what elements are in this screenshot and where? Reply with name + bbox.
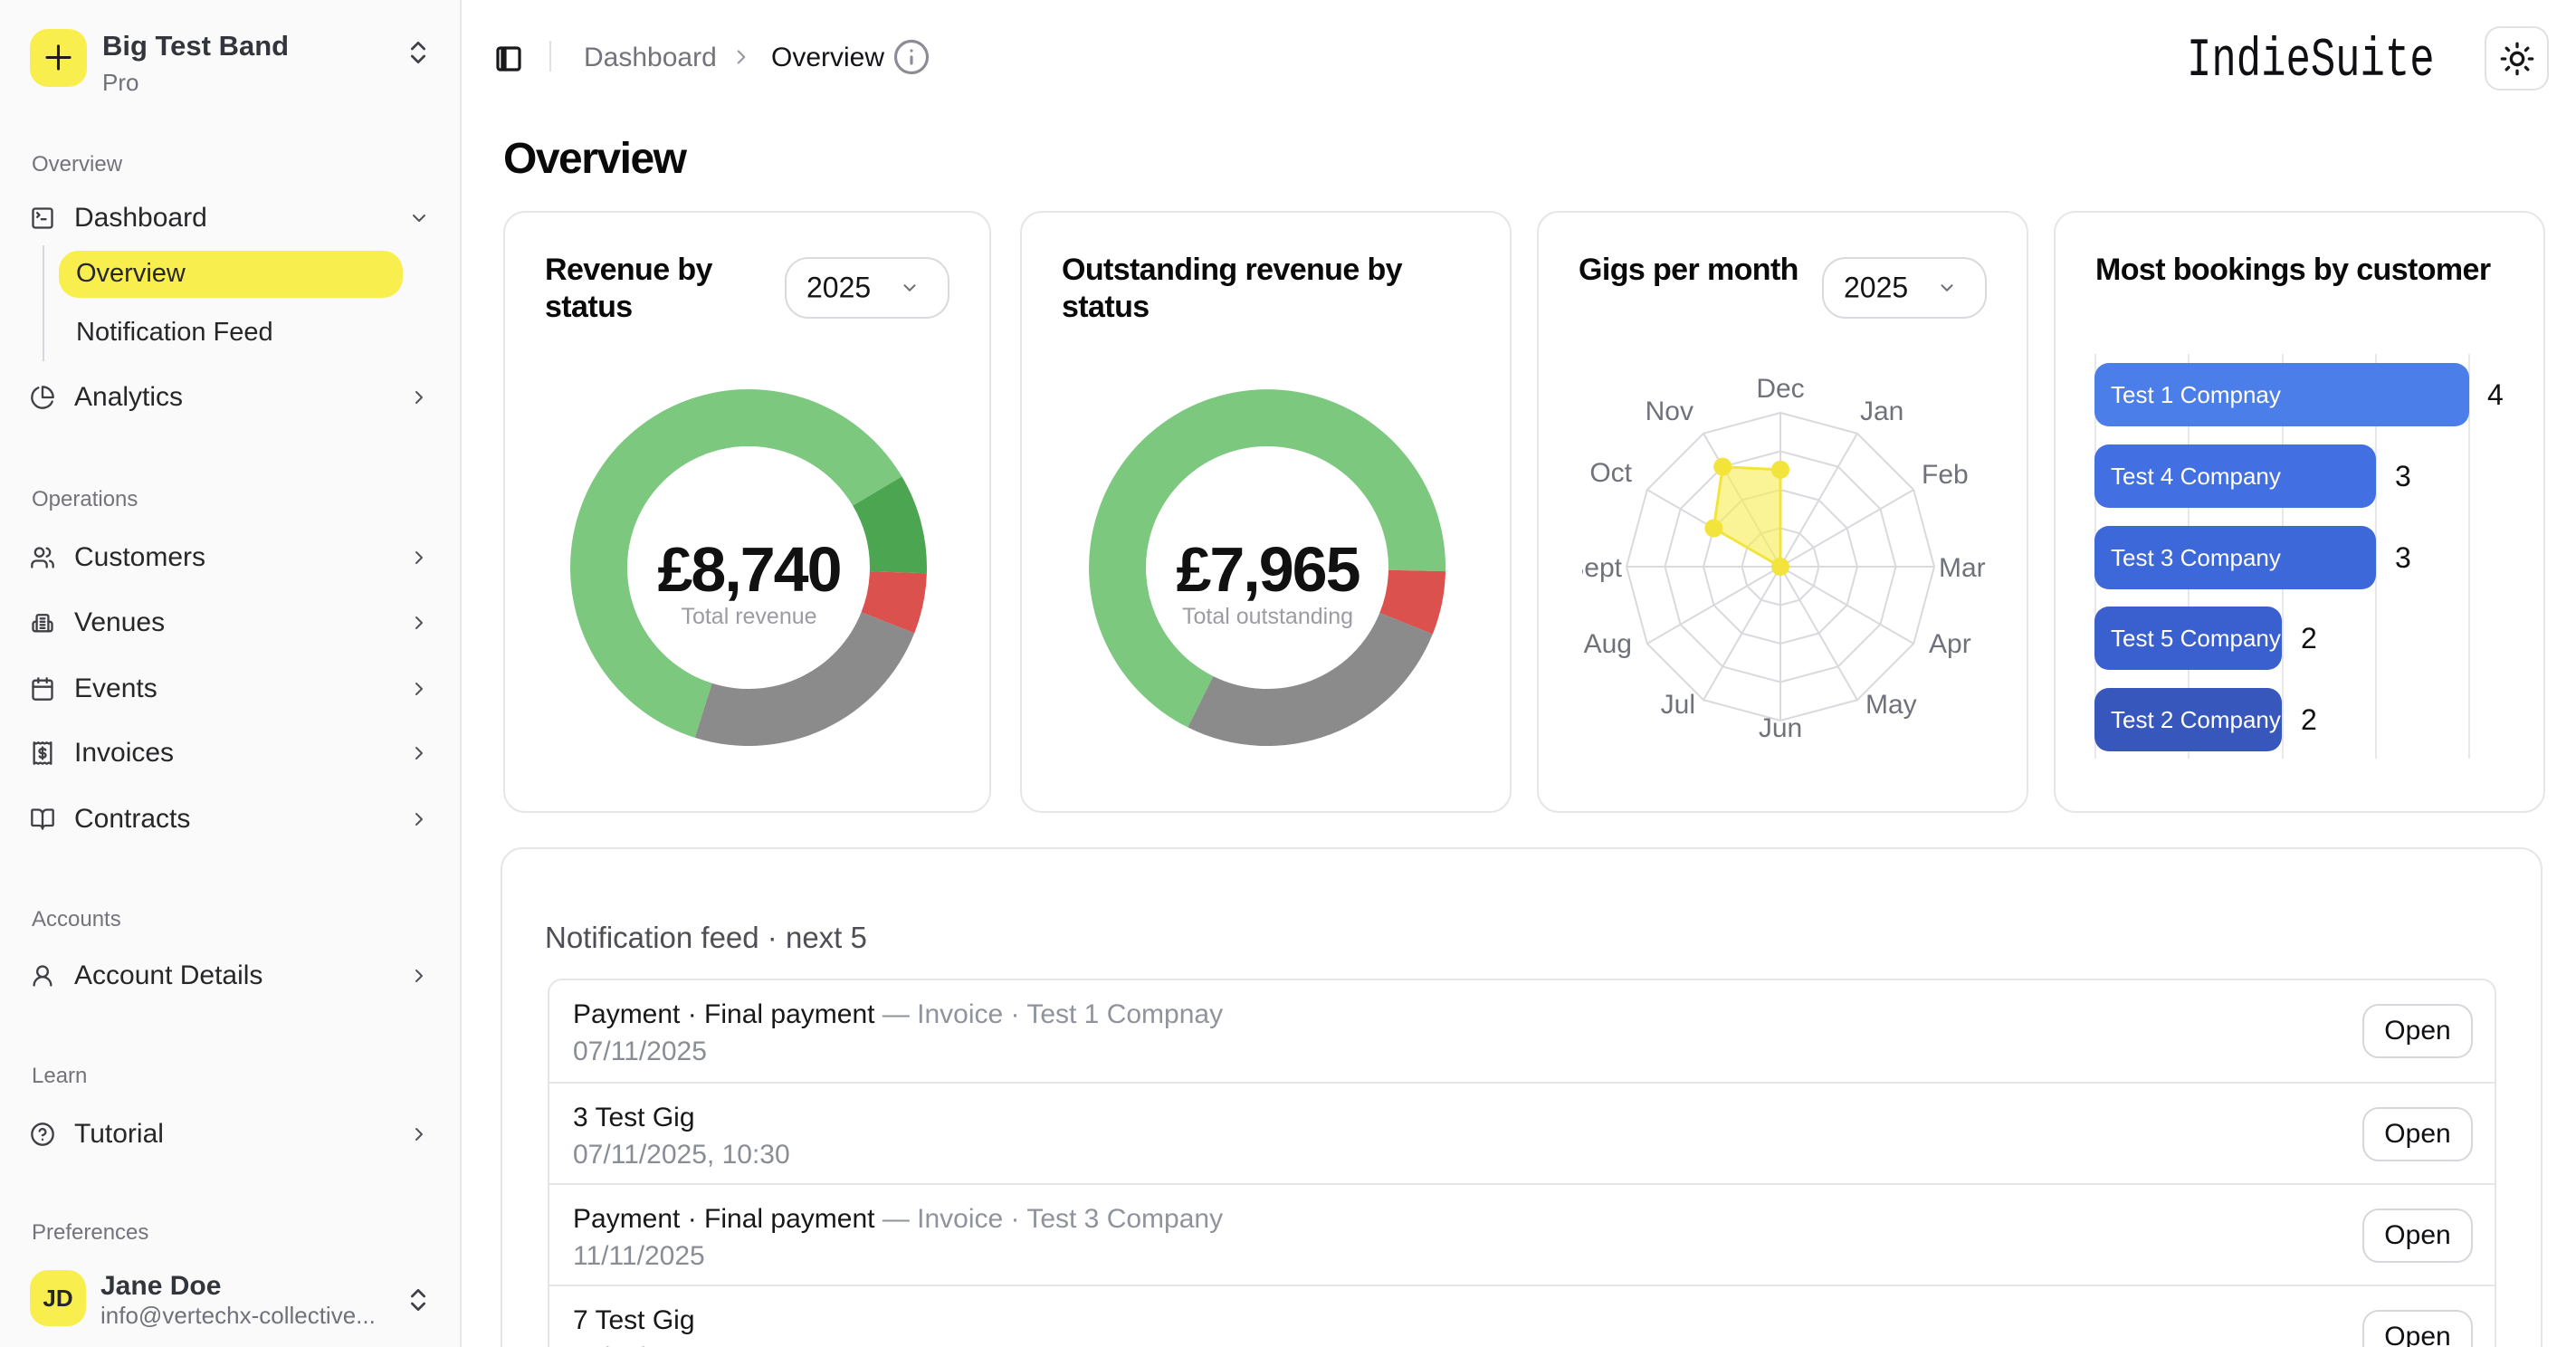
svg-text:May: May xyxy=(1865,690,1917,720)
svg-text:Feb: Feb xyxy=(1922,460,1969,490)
svg-text:Mar: Mar xyxy=(1939,553,1986,583)
svg-text:Aug: Aug xyxy=(1584,629,1632,659)
svg-text:Jan: Jan xyxy=(1860,396,1903,426)
svg-text:Oct: Oct xyxy=(1589,458,1632,488)
svg-text:Apr: Apr xyxy=(1929,629,1971,659)
svg-text:Nov: Nov xyxy=(1646,396,1693,426)
svg-text:Jul: Jul xyxy=(1661,690,1695,720)
svg-text:Jun: Jun xyxy=(1759,713,1802,743)
svg-text:Dec: Dec xyxy=(1756,374,1804,404)
svg-text:Sept: Sept xyxy=(1582,553,1623,583)
